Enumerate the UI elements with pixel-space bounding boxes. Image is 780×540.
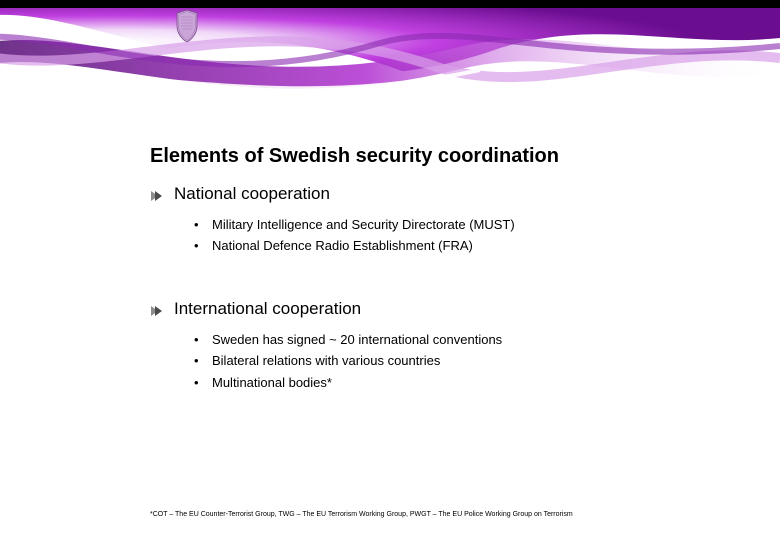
section-national: National cooperation Military Intelligen…	[150, 184, 750, 257]
sub-list: Military Intelligence and Security Direc…	[194, 214, 750, 257]
list-item: Bilateral relations with various countri…	[194, 350, 750, 371]
list-item: Sweden has signed ~ 20 international con…	[194, 329, 750, 350]
list-item: Multinational bodies*	[194, 372, 750, 393]
arrow-bullet-icon	[150, 189, 162, 207]
sub-list: Sweden has signed ~ 20 international con…	[194, 329, 750, 393]
list-item: National Defence Radio Establishment (FR…	[194, 235, 750, 256]
section-list: National cooperation Military Intelligen…	[150, 184, 750, 393]
section-spacer	[150, 265, 750, 291]
slide-title: Elements of Swedish security coordinatio…	[150, 145, 750, 168]
top-black-bar	[0, 0, 780, 8]
list-item: Military Intelligence and Security Direc…	[194, 214, 750, 235]
swirl-graphic	[0, 8, 780, 108]
footnote: *COT – The EU Counter-Terrorist Group, T…	[150, 511, 750, 518]
shield-icon	[175, 10, 199, 47]
decorative-banner	[0, 8, 780, 108]
slide: Elements of Swedish security coordinatio…	[0, 0, 780, 540]
section-international: International cooperation Sweden has sig…	[150, 299, 750, 393]
content-area: Elements of Swedish security coordinatio…	[150, 145, 750, 401]
section-label: National cooperation	[174, 184, 330, 203]
arrow-bullet-icon	[150, 304, 162, 322]
section-label: International cooperation	[174, 299, 361, 318]
